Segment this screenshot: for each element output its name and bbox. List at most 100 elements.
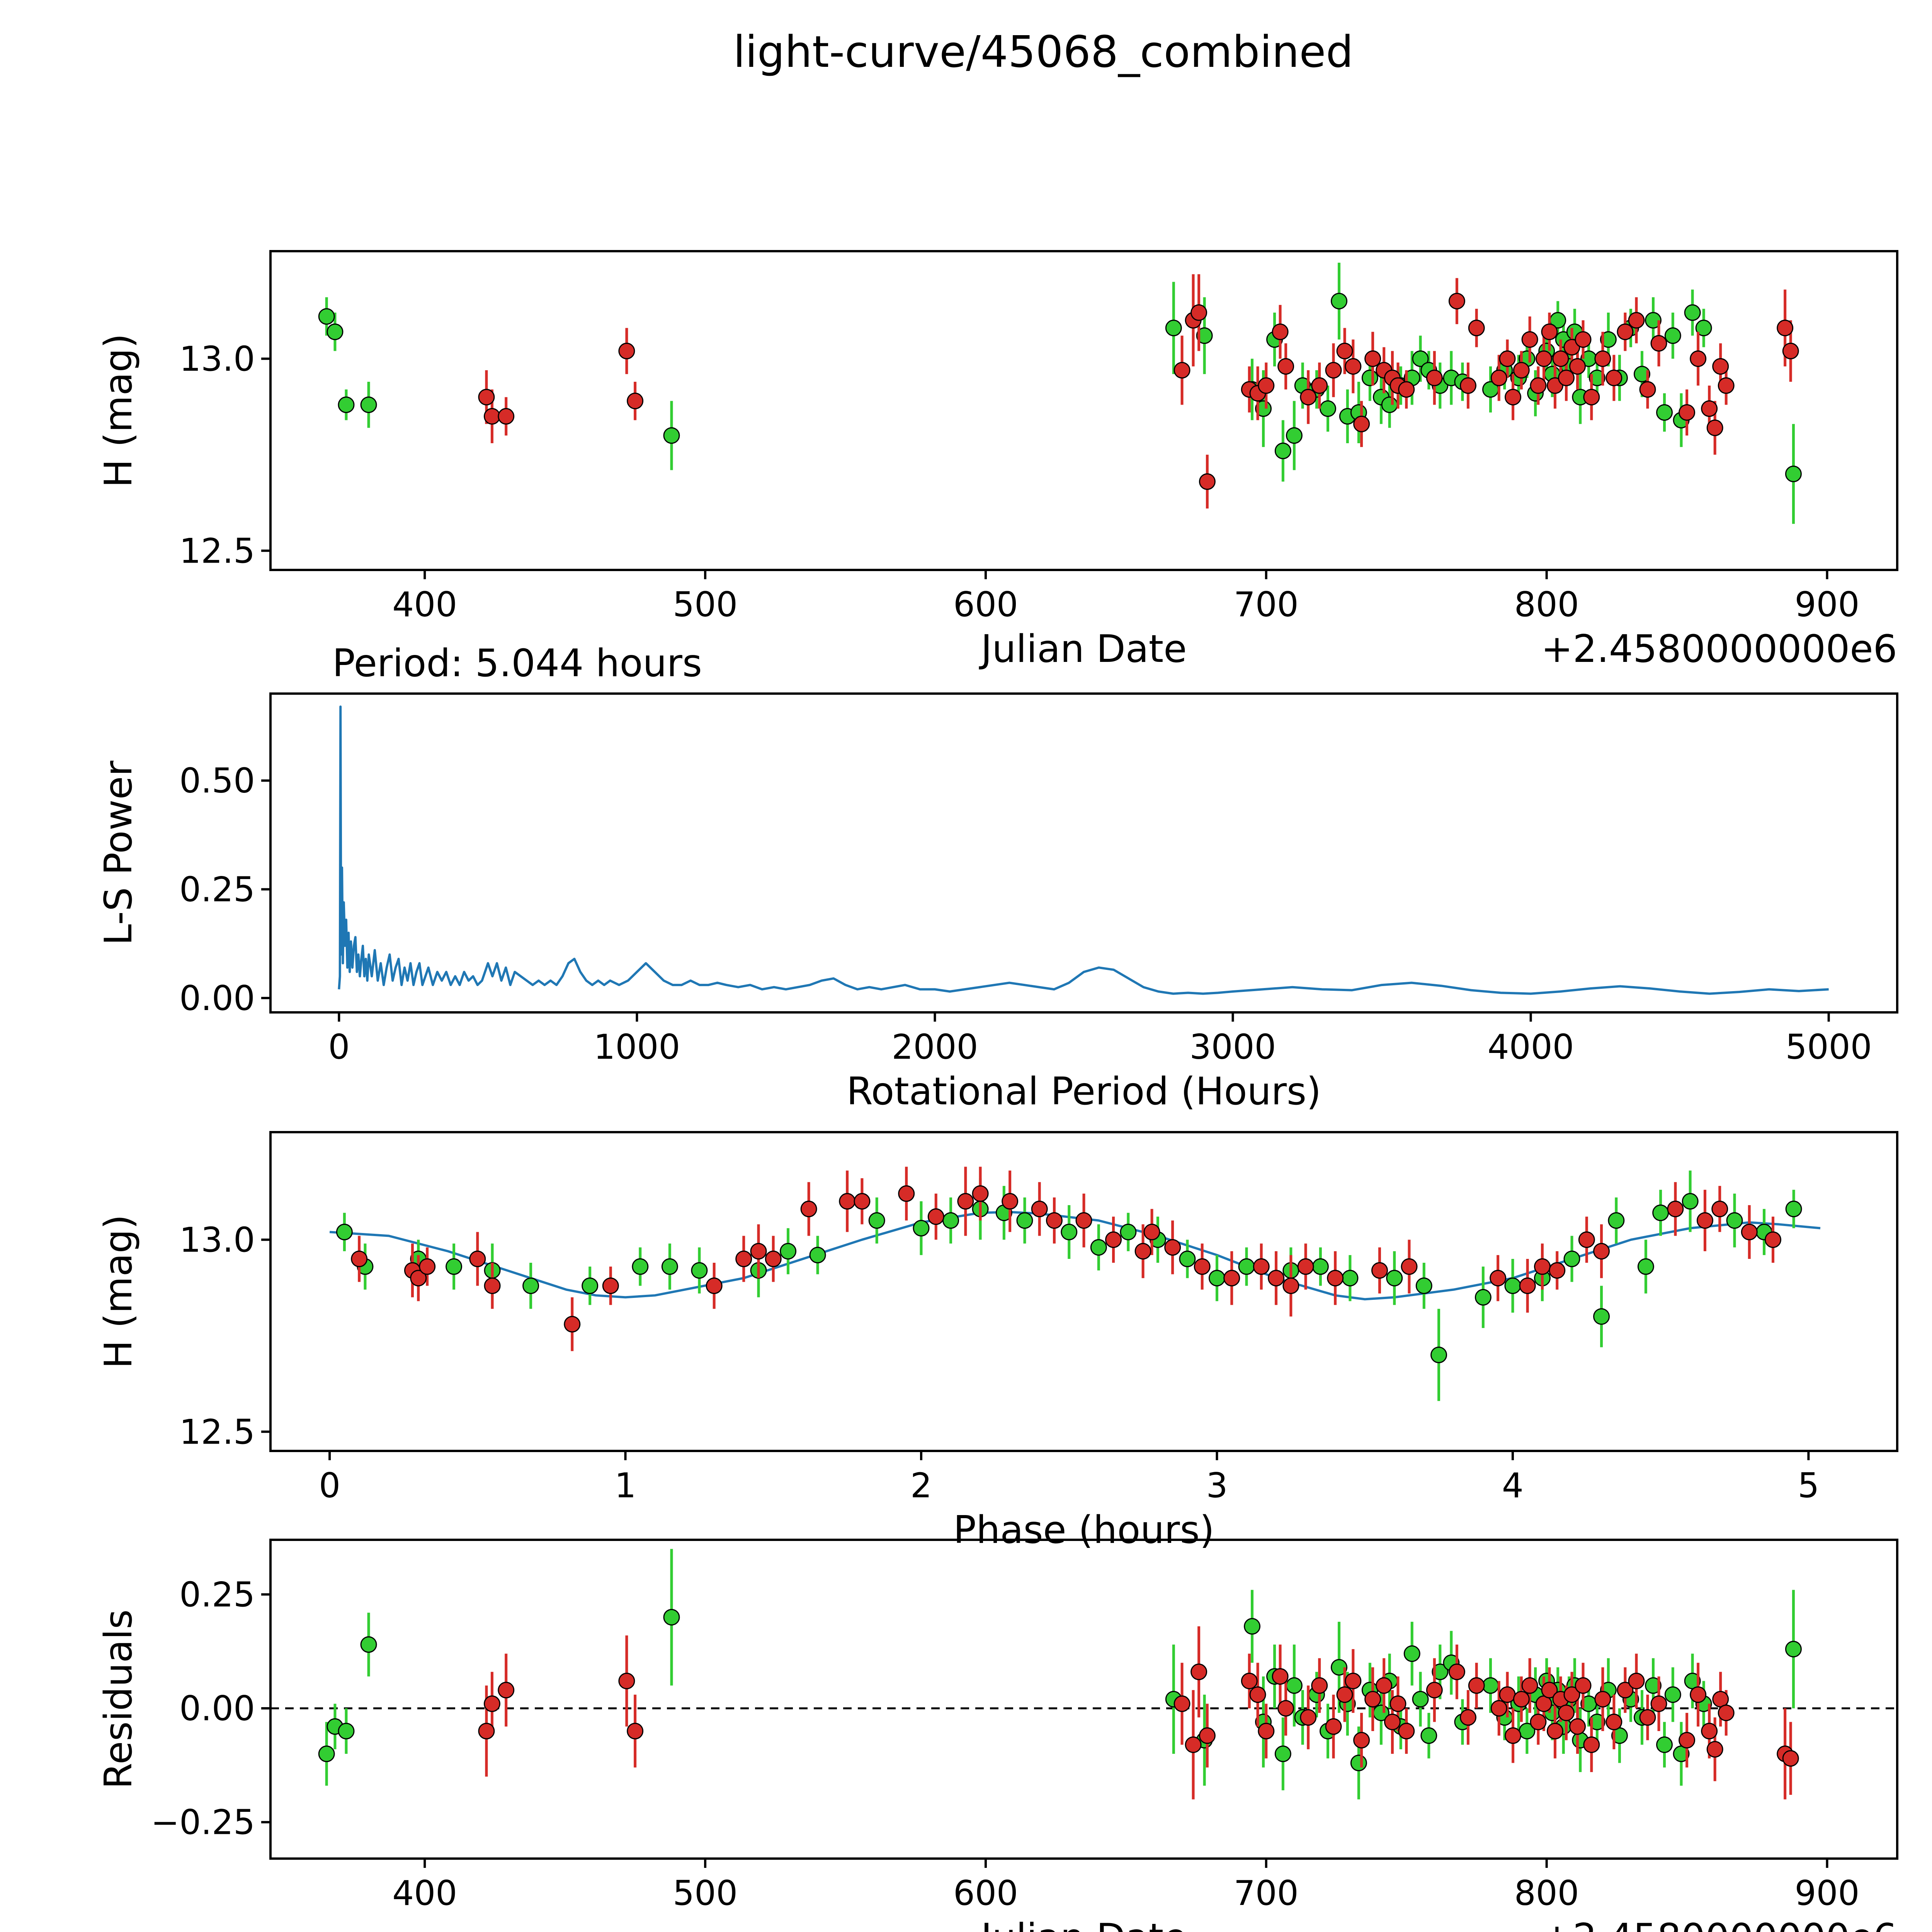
axes-frame — [269, 1539, 1898, 1860]
x-axis-label: Julian Date — [978, 1916, 1187, 1932]
data-point — [1575, 1677, 1592, 1694]
panel-title: Period: 5.044 hours — [332, 641, 702, 685]
data-point — [1364, 350, 1381, 367]
data-point — [1785, 466, 1802, 483]
data-point — [780, 1243, 797, 1260]
data-point — [1617, 323, 1634, 340]
data-point — [1208, 1270, 1225, 1287]
data-point — [1426, 369, 1443, 386]
data-point — [1718, 1704, 1735, 1721]
data-point — [1272, 323, 1289, 340]
data-point — [1519, 1277, 1536, 1294]
y-tick-label: −0.25 — [151, 1803, 255, 1842]
data-point — [1238, 1258, 1255, 1275]
data-point — [1389, 1695, 1406, 1712]
data-point — [1785, 1201, 1802, 1218]
data-point — [1679, 404, 1696, 421]
data-point — [478, 389, 495, 406]
data-point — [1549, 1262, 1566, 1279]
data-point — [1249, 1686, 1266, 1703]
data-point — [1505, 1727, 1522, 1744]
x-tick-label: 3 — [1206, 1466, 1228, 1505]
x-tick-label: 600 — [953, 585, 1018, 624]
data-point — [618, 1672, 635, 1689]
data-point — [1682, 1193, 1699, 1210]
data-point — [1223, 1270, 1240, 1287]
x-tick-label: 900 — [1795, 1873, 1860, 1913]
data-point — [1432, 1663, 1449, 1680]
data-point — [1398, 381, 1415, 398]
data-point — [1253, 1258, 1270, 1275]
data-point — [327, 323, 344, 340]
data-point — [1650, 335, 1667, 352]
data-point — [1558, 369, 1575, 386]
data-point — [1578, 1231, 1595, 1248]
data-point — [735, 1250, 752, 1267]
data-point — [1075, 1212, 1092, 1229]
data-point — [1499, 1686, 1516, 1703]
data-point — [1272, 1668, 1289, 1685]
data-point — [1782, 1750, 1799, 1767]
data-point — [1667, 1201, 1684, 1218]
data-point — [1583, 389, 1600, 406]
data-point — [1120, 1223, 1137, 1240]
data-point — [1105, 1231, 1122, 1248]
x-tick-label: 1 — [615, 1466, 636, 1505]
data-point — [1679, 1732, 1696, 1749]
data-point — [446, 1258, 463, 1275]
data-point — [1194, 1258, 1211, 1275]
panel-phase_folded: 0 1 2 3 4 5 12.5 13.0 Phase (hours) H (mag) — [97, 1131, 1898, 1552]
data-point — [1459, 377, 1476, 394]
data-point — [1594, 350, 1611, 367]
data-point — [1327, 1270, 1344, 1287]
data-point — [483, 1695, 500, 1712]
data-point — [1300, 389, 1317, 406]
data-point — [1199, 473, 1216, 490]
data-point — [1777, 320, 1794, 337]
data-point — [498, 1682, 515, 1699]
data-point — [1403, 1645, 1420, 1662]
x-tick-label: 2 — [910, 1466, 932, 1505]
data-point — [1274, 1745, 1291, 1762]
data-point — [602, 1277, 619, 1294]
data-point — [1546, 1723, 1563, 1740]
data-point — [1600, 331, 1617, 348]
y-tick-label: 13.0 — [179, 339, 255, 379]
x-tick-label: 4 — [1502, 1466, 1524, 1505]
data-point — [1530, 1713, 1547, 1730]
data-point — [1164, 1239, 1181, 1256]
data-point — [1563, 1686, 1580, 1703]
data-point — [1785, 1641, 1802, 1658]
data-point — [632, 1258, 649, 1275]
data-point — [1765, 1231, 1782, 1248]
data-point — [1415, 1277, 1432, 1294]
data-point — [1726, 1212, 1743, 1229]
data-point — [1258, 1723, 1275, 1740]
data-point — [419, 1258, 436, 1275]
data-point — [1664, 327, 1681, 344]
x-tick-label: 0 — [328, 1027, 350, 1067]
data-point — [1297, 1258, 1314, 1275]
data-point — [469, 1250, 486, 1267]
data-point — [1286, 1677, 1303, 1694]
data-point — [1331, 1659, 1348, 1676]
x-tick-label: 800 — [1514, 1873, 1579, 1913]
data-point — [1459, 1709, 1476, 1726]
data-point — [1569, 1718, 1586, 1735]
data-point — [1244, 1618, 1261, 1635]
data-point — [854, 1193, 871, 1210]
data-point — [913, 1219, 930, 1236]
x-axis-label: Rotational Period (Hours) — [847, 1070, 1321, 1114]
data-point — [663, 427, 680, 444]
data-point — [1448, 293, 1465, 310]
data-point — [1594, 1691, 1611, 1708]
x-tick-label: 800 — [1514, 585, 1579, 624]
data-point — [1196, 327, 1213, 344]
data-point — [1381, 396, 1398, 413]
data-point — [1016, 1212, 1033, 1229]
data-point — [627, 393, 644, 410]
x-tick-label: 2000 — [891, 1027, 978, 1067]
data-point — [1696, 1212, 1713, 1229]
data-point — [1588, 1713, 1605, 1730]
